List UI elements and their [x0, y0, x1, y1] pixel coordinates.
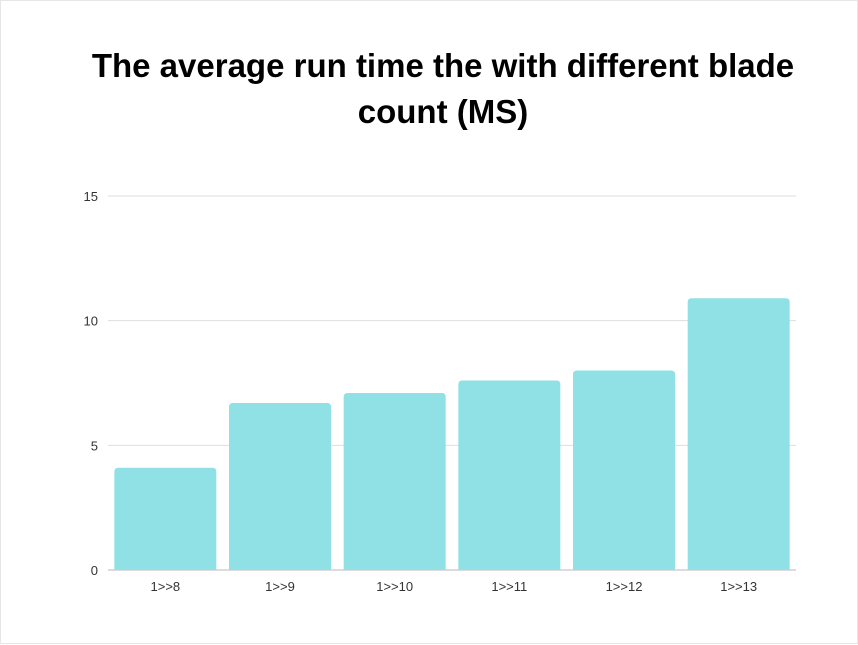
y-tick-label: 15 — [84, 189, 98, 204]
bar-1-9 — [229, 402, 331, 570]
chart-title: The average run time the with different … — [91, 47, 795, 130]
y-axis-ticks: 0 5 10 15 — [84, 189, 98, 578]
bars — [114, 298, 790, 570]
x-axis-ticks: 1>>8 1>>9 1>>10 1>>11 1>>12 1>>13 — [151, 579, 758, 594]
bar-1-10 — [343, 392, 446, 570]
y-tick-label: 0 — [91, 563, 98, 578]
x-tick-label: 1>>12 — [606, 579, 643, 594]
x-tick-label: 1>>9 — [265, 579, 295, 594]
grid-lines — [108, 195, 796, 571]
bar-1-13 — [687, 298, 790, 570]
bar-1-12 — [573, 370, 675, 570]
x-tick-label: 1>>11 — [491, 579, 527, 594]
x-tick-label: 1>>10 — [376, 579, 413, 594]
y-tick-label: 5 — [91, 438, 98, 453]
bar-1-8 — [114, 467, 217, 570]
bar-1-11 — [458, 380, 561, 570]
x-tick-label: 1>>8 — [151, 579, 181, 594]
x-tick-label: 1>>13 — [720, 579, 757, 594]
y-tick-label: 10 — [84, 314, 98, 329]
